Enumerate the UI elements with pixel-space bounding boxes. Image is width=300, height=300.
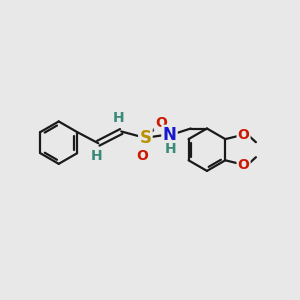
- Text: O: O: [238, 128, 250, 142]
- Text: H: H: [91, 148, 103, 163]
- Text: O: O: [155, 116, 167, 130]
- Text: S: S: [140, 129, 152, 147]
- Text: N: N: [163, 126, 176, 144]
- Text: O: O: [238, 158, 250, 172]
- Text: H: H: [164, 142, 176, 155]
- Text: O: O: [136, 148, 148, 163]
- Text: H: H: [113, 112, 125, 125]
